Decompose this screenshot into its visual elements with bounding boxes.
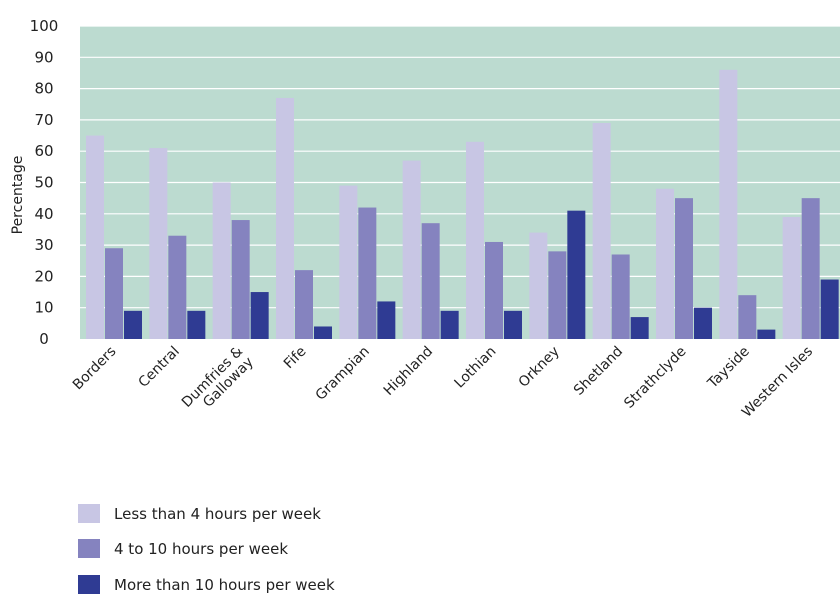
y-tick-label: 0 xyxy=(39,330,49,348)
y-tick-label: 20 xyxy=(34,267,53,285)
category-label-tayside: Tayside xyxy=(704,344,753,393)
bar-tayside-series-2 xyxy=(738,295,757,339)
bar-fife-series-1 xyxy=(276,97,294,340)
bar-western-isles-series-1 xyxy=(782,216,801,339)
category-label-lothian: Lothian xyxy=(452,344,500,392)
bar-dumfries-and-galloway-series-3 xyxy=(250,292,269,339)
bar-dumfries-and-galloway-series-1 xyxy=(212,182,231,339)
bar-highland-series-3 xyxy=(440,310,459,339)
bar-western-isles-series-3 xyxy=(820,279,839,339)
bar-grampian-series-3 xyxy=(377,301,396,339)
bar-shetland-series-3 xyxy=(630,317,649,339)
bar-lothian-series-2 xyxy=(485,241,503,339)
bar-borders-series-2 xyxy=(105,248,123,339)
bar-tayside-series-3 xyxy=(757,329,776,339)
bar-western-isles-series-2 xyxy=(801,198,820,339)
category-label-shetland: Shetland xyxy=(571,344,626,399)
bar-central-series-3 xyxy=(187,310,206,339)
bar-highland-series-2 xyxy=(421,223,440,339)
bar-orkney-series-3 xyxy=(567,210,586,339)
bar-dumfries-and-galloway-series-2 xyxy=(231,220,250,339)
legend-swatch-less-than-4 xyxy=(78,504,100,523)
legend-label-more-than-10: More than 10 hours per week xyxy=(114,576,335,594)
y-tick-label: 90 xyxy=(34,48,53,66)
category-label-grampian: Grampian xyxy=(313,344,373,404)
y-tick-label: 40 xyxy=(34,205,53,223)
bar-tayside-series-1 xyxy=(719,69,738,339)
bar-grampian-series-2 xyxy=(358,207,377,339)
category-label-strathclyde: Strathclyde xyxy=(621,344,689,412)
bar-borders-series-3 xyxy=(124,310,142,339)
bar-grampian-series-1 xyxy=(339,185,358,339)
y-tick-label: 60 xyxy=(34,142,53,160)
legend-item-less-than-4: Less than 4 hours per week xyxy=(78,504,478,524)
bar-central-series-1 xyxy=(149,148,168,339)
y-tick-label: 10 xyxy=(34,299,53,317)
y-tick-label: 80 xyxy=(34,80,53,98)
bar-orkney-series-2 xyxy=(548,251,567,339)
bar-strathclyde-series-2 xyxy=(675,198,693,339)
y-tick-label: 100 xyxy=(30,17,59,35)
bar-lothian-series-3 xyxy=(504,310,522,339)
category-label-central: Central xyxy=(135,344,182,391)
y-tick-label: 50 xyxy=(34,174,53,192)
bar-orkney-series-1 xyxy=(529,232,548,339)
legend-label-less-than-4: Less than 4 hours per week xyxy=(114,505,321,523)
legend-swatch-more-than-10 xyxy=(78,575,100,594)
bar-shetland-series-1 xyxy=(592,123,611,339)
bar-shetland-series-2 xyxy=(611,254,630,339)
bar-strathclyde-series-1 xyxy=(656,188,674,339)
bar-fife-series-3 xyxy=(314,326,332,339)
bar-lothian-series-1 xyxy=(466,141,484,339)
legend-item-more-than-10: More than 10 hours per week xyxy=(78,575,478,595)
category-label-dumfries-and-galloway: Dumfries &Galloway xyxy=(179,343,257,421)
bar-fife-series-2 xyxy=(295,270,313,339)
legend-label-4-to-10: 4 to 10 hours per week xyxy=(114,540,289,558)
category-label-fife: Fife xyxy=(281,344,310,373)
legend-item-4-to-10: 4 to 10 hours per week xyxy=(78,539,478,559)
legend-swatch-4-to-10 xyxy=(78,539,100,558)
category-label-highland: Highland xyxy=(381,344,436,399)
bar-borders-series-1 xyxy=(86,135,104,339)
category-label-borders: Borders xyxy=(70,344,120,394)
category-label-orkney: Orkney xyxy=(516,344,563,391)
y-tick-label: 70 xyxy=(34,111,53,129)
bar-strathclyde-series-3 xyxy=(694,307,712,339)
y-axis-label: Percentage xyxy=(10,156,26,235)
bar-central-series-2 xyxy=(168,235,187,339)
y-tick-label: 30 xyxy=(34,236,53,254)
bar-highland-series-1 xyxy=(402,160,421,339)
